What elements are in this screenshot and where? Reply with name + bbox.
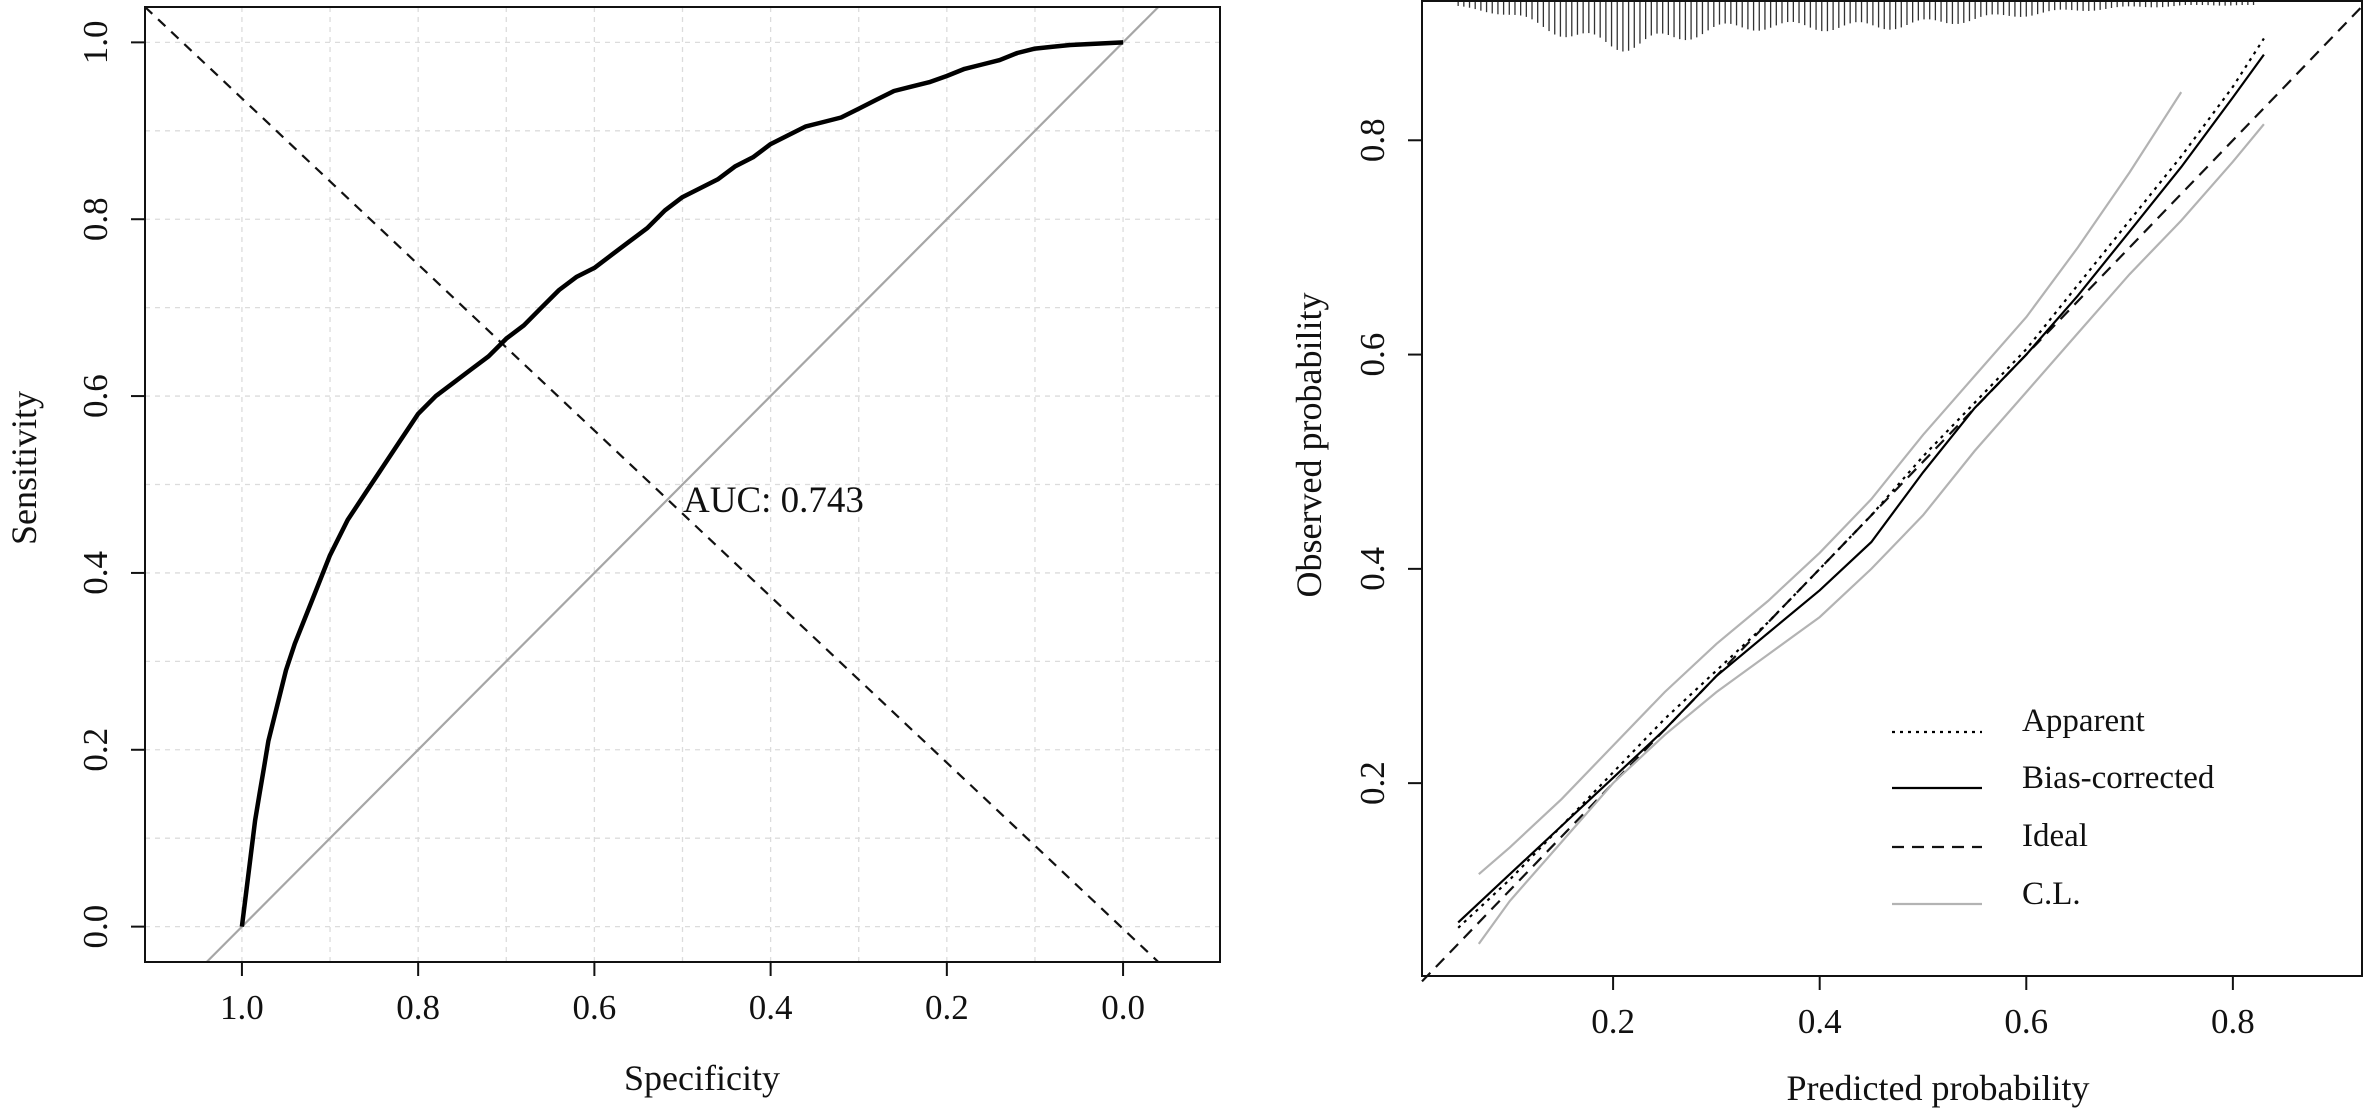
series-bias-corrected xyxy=(1457,53,2265,924)
series-cl-upper xyxy=(1478,91,2183,876)
roc-dashed-line xyxy=(144,6,1160,963)
calibration-x-tick-label: 0.8 xyxy=(2211,1002,2255,1041)
calibration-x-axis: 0.2 0.4 0.6 0.8 xyxy=(1591,976,2255,1041)
roc-x-tick-label: 0.6 xyxy=(573,988,617,1027)
roc-x-tick-label: 1.0 xyxy=(220,988,264,1027)
roc-x-tick-label: 0.0 xyxy=(1101,988,1145,1027)
legend-label-ideal: Ideal xyxy=(2022,818,2088,854)
legend-label-bias-corrected: Bias-corrected xyxy=(2022,760,2215,796)
series-apparent xyxy=(1457,37,2265,929)
calibration-x-tick-label: 0.4 xyxy=(1798,1002,1842,1041)
calibration-y-tick-label: 0.2 xyxy=(1353,761,1392,805)
roc-x-axis: 1.0 0.8 0.6 0.4 0.2 0.0 xyxy=(220,961,1145,1027)
roc-y-tick-label: 0.8 xyxy=(76,197,115,241)
roc-y-tick-label: 0.0 xyxy=(76,905,115,949)
roc-x-tick-label: 0.2 xyxy=(925,988,969,1027)
calibration-x-axis-title: Predicted probability xyxy=(1787,1068,2090,1108)
roc-y-tick-label: 1.0 xyxy=(76,20,115,64)
auc-annotation: AUC: 0.743 xyxy=(683,480,864,521)
calibration-x-tick-label: 0.2 xyxy=(1591,1002,1635,1041)
calibration-legend: Apparent Bias-corrected Ideal C.L. xyxy=(1892,703,2215,912)
roc-reference-diagonal xyxy=(205,6,1160,963)
roc-x-tick-label: 0.4 xyxy=(749,988,793,1027)
roc-x-tick-label: 0.8 xyxy=(396,988,440,1027)
roc-curve xyxy=(239,40,1124,927)
roc-y-axis-title: Sensitivity xyxy=(4,391,44,545)
calibration-rug xyxy=(1457,1,2255,52)
calibration-chart: 0.2 0.4 0.6 0.8 0.2 0.4 0.6 0.8 Predicted prob… xyxy=(1289,0,2363,1108)
legend-label-cl: C.L. xyxy=(2022,876,2081,912)
roc-y-tick-label: 0.2 xyxy=(76,728,115,772)
series-cl-lower xyxy=(1477,123,2265,945)
calibration-y-axis-title: Observed probability xyxy=(1289,293,1329,598)
calibration-y-tick-label: 0.8 xyxy=(1353,118,1392,162)
calibration-y-tick-label: 0.6 xyxy=(1353,333,1392,377)
calibration-y-tick-label: 0.4 xyxy=(1353,547,1392,591)
roc-x-axis-title: Specificity xyxy=(624,1058,780,1098)
calibration-plot-frame xyxy=(1421,0,2363,977)
legend-label-apparent: Apparent xyxy=(2022,703,2145,739)
roc-y-tick-label: 0.4 xyxy=(76,551,115,595)
series-ideal xyxy=(1421,5,2363,983)
calibration-x-tick-label: 0.6 xyxy=(2004,1002,2048,1041)
roc-y-tick-label: 0.6 xyxy=(76,374,115,418)
roc-chart: 1.0 0.8 0.6 0.4 0.2 0.0 0.0 0.2 0.4 0.6 0.8 1.0 AU… xyxy=(4,6,1221,1098)
roc-y-axis: 0.0 0.2 0.4 0.6 0.8 1.0 xyxy=(76,20,145,949)
calibration-y-axis: 0.2 0.4 0.6 0.8 xyxy=(1353,118,1422,805)
